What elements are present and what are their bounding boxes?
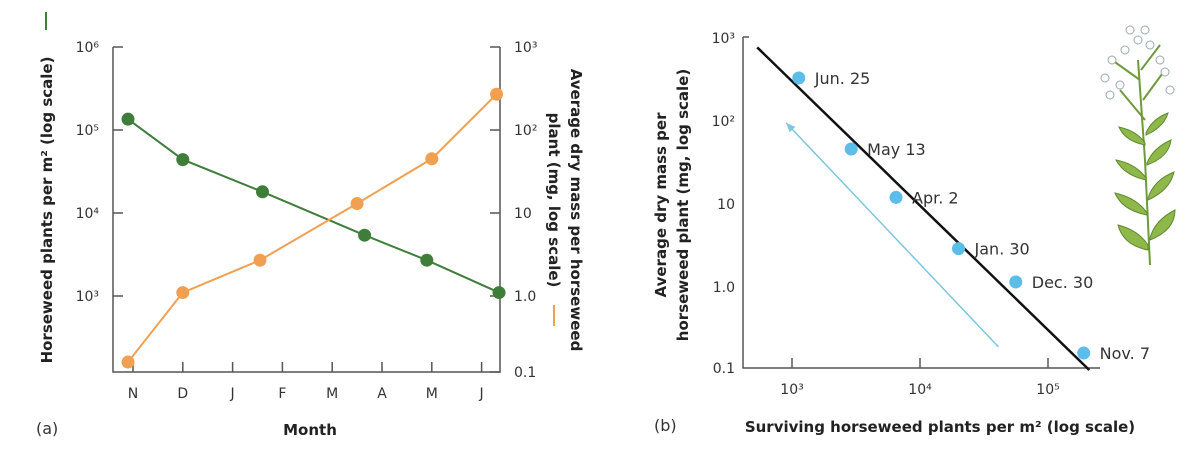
green-plant-density-line: [127, 118, 500, 294]
x-tick-label: J: [230, 386, 235, 402]
chart-a-right-ylabel-line2: plant (mg, log scale): [545, 113, 563, 288]
orange-dry-mass-point: [490, 87, 504, 101]
orange-dry-mass-line: [127, 93, 498, 363]
chart-b: Average dry mass per horseweed plant (mg…: [652, 25, 1176, 436]
chart-a: Horseweed plants per m² (log scale) Aver…: [36, 12, 585, 439]
chart-b-ylabel-line2: horseweed plant (mg, log scale): [674, 69, 692, 341]
right-y-tick-label: 10²: [514, 123, 537, 139]
y-tick-label: 10³: [712, 31, 735, 47]
x-tick-label: 10⁵: [1036, 382, 1059, 398]
data-point: [889, 190, 903, 204]
left-y-tick-label: 10⁴: [76, 206, 100, 222]
right-y-tick-label: 0.1: [514, 365, 536, 381]
orange-dry-mass-point: [253, 253, 267, 267]
right-y-tick-label: 10: [514, 206, 532, 222]
orange-dry-mass-point: [350, 197, 364, 211]
left-y-tick-label: 10⁶: [76, 40, 100, 56]
y-tick-label: 0.1: [713, 361, 735, 377]
x-tick-label: M: [326, 386, 338, 402]
orange-dry-mass-point: [176, 286, 190, 300]
panel-label-b: (b): [654, 416, 677, 435]
x-tick-label: 10³: [780, 382, 803, 398]
x-tick-label: D: [177, 386, 188, 402]
data-point: [952, 242, 966, 256]
x-tick-label: N: [128, 386, 138, 402]
right-y-tick-label: 10³: [514, 40, 537, 56]
horseweed-plant-illustration: [1100, 25, 1176, 266]
y-tick-label: 10: [717, 197, 735, 213]
x-tick-label: J: [479, 386, 484, 402]
left-y-tick-label: 10⁵: [76, 123, 99, 139]
x-tick-label: 10⁴: [908, 382, 932, 398]
chart-a-axes: [112, 47, 501, 373]
green-plant-density-point: [420, 253, 434, 267]
chart-b-ylabel-line1: Average dry mass per: [652, 112, 670, 298]
data-point-label: Nov. 7: [1100, 344, 1150, 363]
chart-b-xlabel: Surviving horseweed plants per m² (log s…: [745, 418, 1135, 436]
orange-dry-mass-point: [121, 355, 135, 369]
chart-b-axes: [742, 37, 1100, 369]
panel-label-a: (a): [36, 419, 58, 438]
data-point-label: May 13: [867, 140, 926, 159]
data-point: [844, 142, 858, 156]
data-point-label: Dec. 30: [1032, 273, 1094, 292]
x-tick-label: M: [426, 386, 438, 402]
chart-a-left-ylabel: Horseweed plants per m² (log scale): [38, 57, 56, 364]
x-tick-label: A: [377, 386, 387, 402]
green-plant-density-point: [176, 153, 190, 167]
y-tick-label: 10²: [712, 114, 735, 130]
data-point-label: Apr. 2: [912, 188, 959, 207]
green-plant-density-point: [492, 286, 506, 300]
data-point-label: Jan. 30: [974, 240, 1030, 259]
green-plant-density-point: [121, 112, 135, 126]
chart-a-right-ylabel-line1: Average dry mass per horseweed: [567, 69, 585, 352]
green-plant-density-point: [358, 228, 372, 242]
time-arrow: [785, 122, 999, 348]
orange-dry-mass-point: [425, 152, 439, 166]
chart-a-xlabel: Month: [283, 421, 337, 439]
data-point-label: Jun. 25: [814, 69, 871, 88]
data-point: [792, 71, 806, 85]
right-y-tick-label: 1.0: [514, 289, 536, 305]
arrow-head-icon: [786, 122, 796, 133]
data-point: [1077, 346, 1091, 360]
y-tick-label: 1.0: [713, 280, 735, 296]
x-tick-label: F: [278, 386, 286, 402]
left-y-tick-label: 10³: [76, 289, 99, 305]
fit-line: [756, 46, 1091, 371]
data-point: [1009, 275, 1023, 289]
green-plant-density-point: [255, 185, 269, 199]
